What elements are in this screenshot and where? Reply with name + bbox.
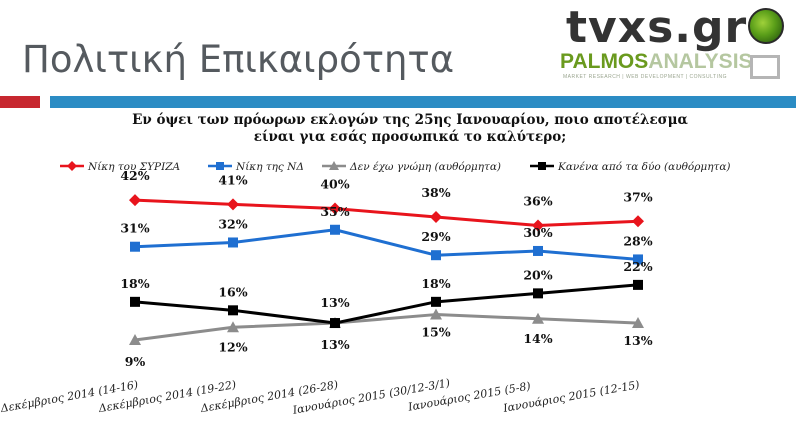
palmos-analysis-logo: PALMOSANALYSIS	[560, 50, 753, 74]
legend-marker-1	[216, 162, 224, 170]
point-s1-1	[228, 237, 238, 248]
point-s2-3	[430, 308, 442, 320]
data-label-s1-4: 30%	[523, 225, 552, 240]
point-s1-5	[633, 254, 643, 265]
point-s0-3	[430, 211, 442, 224]
data-label-s2-0: 9%	[125, 354, 146, 369]
legend-label-1: Νίκη της ΝΔ	[235, 160, 304, 173]
palmos-logo-part1: PALMOS	[560, 50, 649, 73]
data-label-s1-1: 32%	[218, 216, 247, 231]
legend-label-3: Κανένα από τα δύο (αυθόρμητα)	[557, 161, 731, 173]
data-label-s0-4: 36%	[523, 194, 552, 209]
point-s3-1	[228, 305, 238, 316]
point-s2-4	[532, 312, 544, 324]
point-s1-4	[533, 245, 543, 256]
series-line-1	[134, 228, 639, 261]
data-label-s2-5: 13%	[623, 333, 652, 348]
point-s3-2	[330, 318, 340, 329]
palmos-logo-part2: ANALYSIS	[648, 50, 753, 73]
point-s1-0	[130, 241, 140, 252]
point-s0-5	[632, 215, 644, 228]
data-label-s0-3: 38%	[421, 185, 450, 200]
data-label-s1-0: 31%	[120, 221, 149, 236]
legend-marker-0	[67, 161, 77, 171]
legend-label-0: Νίκη του ΣΥΡΙΖΑ	[87, 160, 181, 173]
point-s1-3	[431, 250, 441, 261]
data-label-s2-2: 13%	[320, 337, 349, 352]
header-divider-blue	[50, 96, 796, 108]
tvxs-logo: tvxs.gr	[566, 2, 748, 53]
point-s1-2	[330, 224, 340, 235]
palmos-tagline: MARKET RESEARCH | WEB DEVELOPMENT | CONS…	[563, 74, 727, 80]
point-s0-1	[227, 198, 239, 211]
data-label-s3-0: 18%	[120, 276, 149, 291]
point-s2-0	[129, 334, 141, 345]
chart-title-line-1: Εν όψει των πρόωρων εκλογών της 25ης Ιαν…	[132, 112, 688, 128]
chart-title: Εν όψει των πρόωρων εκλογών της 25ης Ιαν…	[80, 112, 740, 146]
data-label-s2-4: 14%	[523, 331, 552, 346]
header-divider-red	[0, 96, 40, 108]
legend-label-2: Δεν έχω γνώμη (αυθόρμητα)	[349, 161, 501, 173]
point-s0-4	[532, 219, 544, 232]
point-s3-0	[130, 296, 140, 307]
data-label-s1-3: 29%	[421, 229, 450, 244]
data-label-s1-2: 35%	[320, 204, 349, 219]
point-s0-0	[129, 194, 141, 207]
series-line-3	[134, 283, 639, 325]
legend-marker-3	[538, 162, 546, 170]
point-s2-5	[632, 317, 644, 329]
point-s3-5	[633, 279, 643, 290]
data-label-s0-5: 37%	[623, 189, 652, 204]
point-s3-3	[431, 296, 441, 307]
data-label-s3-1: 16%	[218, 284, 247, 299]
legend-marker-2	[329, 161, 339, 170]
series-line-2	[134, 313, 639, 342]
globe-icon	[748, 8, 784, 44]
data-label-s0-0: 42%	[120, 168, 149, 183]
data-label-s3-4: 20%	[523, 267, 552, 282]
data-label-s3-2: 13%	[320, 295, 349, 310]
page-title: Πολιτική Επικαιρότητα	[22, 38, 455, 81]
data-label-s3-5: 22%	[623, 259, 652, 274]
point-s2-1	[227, 321, 239, 333]
chart-title-line-2: είναι για εσάς προσωπικά το καλύτερο;	[253, 129, 567, 145]
data-label-s2-3: 15%	[421, 325, 450, 340]
data-label-s0-2: 40%	[320, 177, 349, 192]
point-s3-4	[533, 288, 543, 299]
data-label-s1-5: 28%	[623, 233, 652, 248]
data-label-s0-1: 41%	[218, 172, 247, 187]
palmos-box-icon	[750, 55, 780, 79]
series-line-0	[134, 198, 639, 228]
data-label-s3-3: 18%	[421, 276, 450, 291]
point-s0-2	[329, 202, 341, 215]
data-label-s2-1: 12%	[218, 339, 247, 354]
